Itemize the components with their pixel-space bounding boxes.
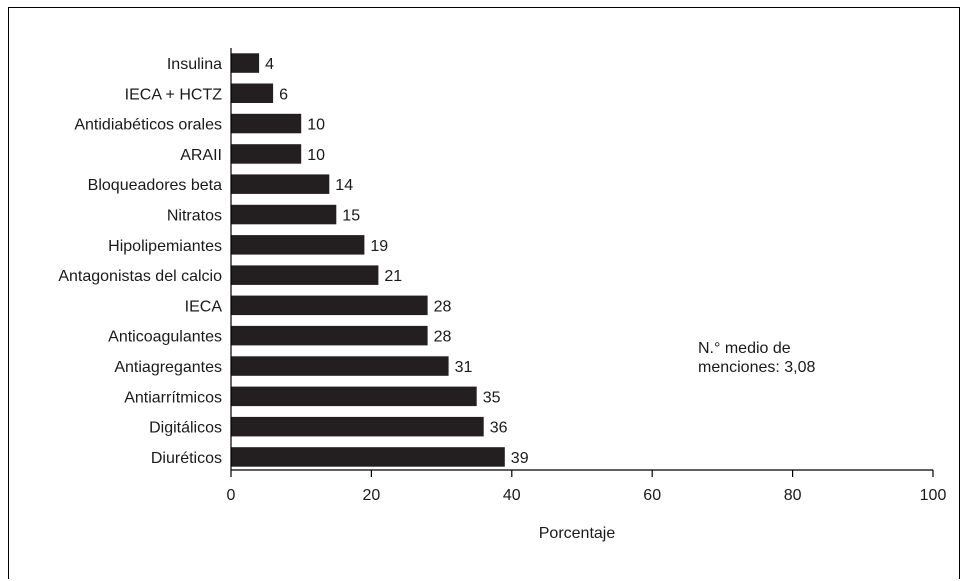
value-label: 28 <box>434 329 452 346</box>
bar-13 <box>231 416 484 437</box>
category-label: Antiagregantes <box>114 359 222 376</box>
x-tick-label: 0 <box>227 487 236 504</box>
annotation-line-1: N.° medio de <box>698 340 791 357</box>
category-label: Antiarrítmicos <box>124 389 222 406</box>
x-tick-label: 80 <box>784 487 802 504</box>
value-label: 6 <box>279 86 288 103</box>
value-label: 14 <box>335 177 353 194</box>
x-tick-label: 40 <box>503 487 521 504</box>
value-label: 21 <box>384 268 402 285</box>
figure-frame <box>8 7 960 579</box>
value-label: 15 <box>342 208 360 225</box>
bar-6 <box>231 204 337 225</box>
value-label: 10 <box>307 147 325 164</box>
value-label: 31 <box>455 359 473 376</box>
bar-9 <box>231 295 428 316</box>
value-label: 19 <box>370 238 388 255</box>
bar-11 <box>231 356 449 376</box>
category-label: IECA <box>185 298 223 315</box>
x-tick-label: 60 <box>643 487 661 504</box>
category-label: ARAII <box>180 147 222 164</box>
category-labels: Insulina IECA + HCTZ Antidiabéticos orales… <box>58 56 222 467</box>
value-label: 35 <box>483 389 501 406</box>
x-tick-label: 100 <box>920 487 947 504</box>
category-label: IECA + HCTZ <box>125 86 223 103</box>
bar-5 <box>231 174 330 194</box>
category-label: Antidiabéticos orales <box>74 117 222 134</box>
value-label: 36 <box>490 420 508 437</box>
category-label: Anticoagulantes <box>108 329 222 346</box>
x-tick-label: 20 <box>363 487 381 504</box>
value-label: 39 <box>511 450 529 467</box>
bar-12 <box>231 386 477 407</box>
value-label: 4 <box>265 56 274 73</box>
category-label: Bloqueadores beta <box>88 177 222 194</box>
bar-7 <box>231 235 365 255</box>
value-label: 28 <box>434 298 452 315</box>
bar-14 <box>231 447 505 467</box>
bar-8 <box>231 265 379 285</box>
category-label: Insulina <box>167 56 222 73</box>
x-axis-ticks: 0 20 40 60 80 100 <box>227 470 947 504</box>
bar-3 <box>231 113 302 134</box>
bar-1 <box>231 53 260 73</box>
category-label: Digitálicos <box>149 420 222 437</box>
category-label: Diuréticos <box>151 450 222 467</box>
bars-layer <box>231 53 505 467</box>
bar-10 <box>231 325 428 346</box>
x-axis-title: Porcentaje <box>539 525 616 542</box>
value-label: 10 <box>307 117 325 134</box>
annotation-line-2: menciones: 3,08 <box>698 359 816 376</box>
category-label: Hipolipemiantes <box>108 238 222 255</box>
bar-4 <box>231 144 302 164</box>
category-label: Antagonistas del calcio <box>58 268 222 285</box>
category-label: Nitratos <box>167 208 222 225</box>
bar-2 <box>231 83 274 103</box>
